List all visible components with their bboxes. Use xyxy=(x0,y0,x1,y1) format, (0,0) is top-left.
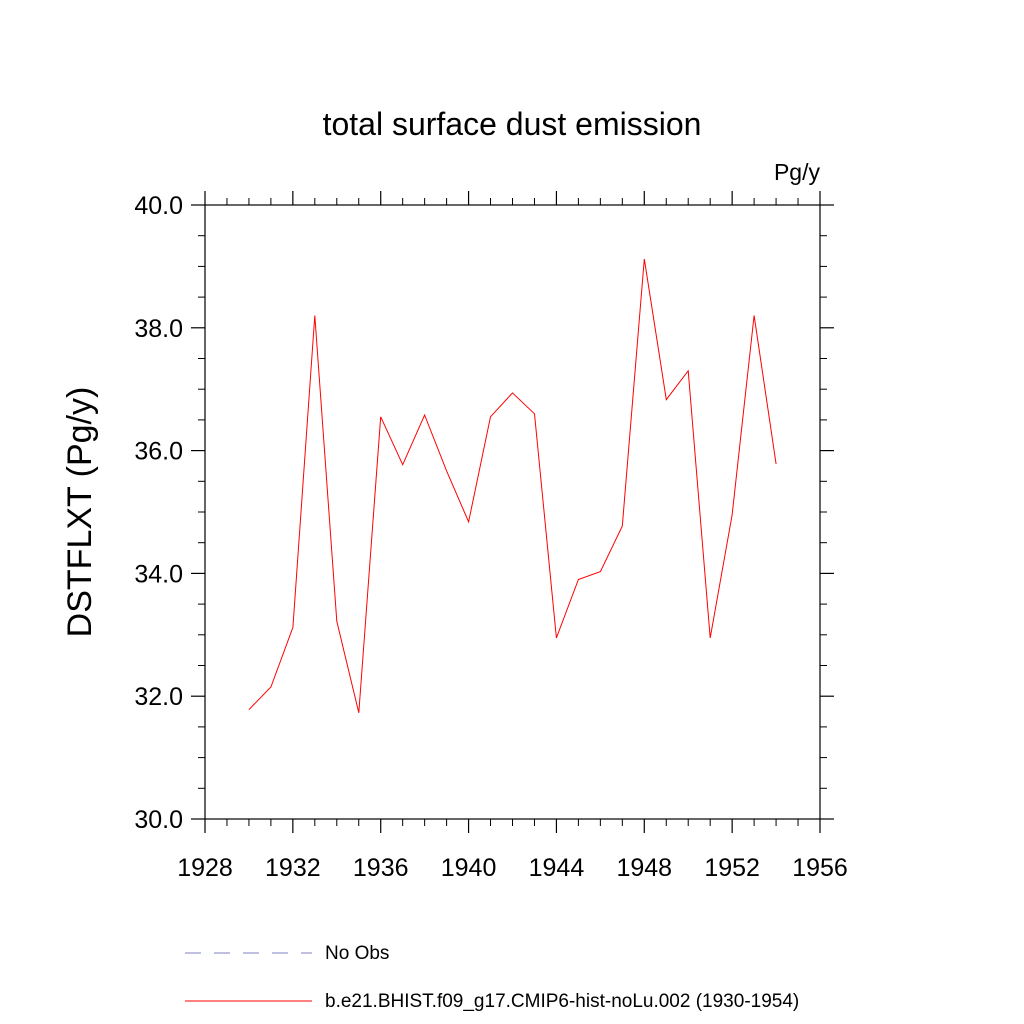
legend-label-no-obs: No Obs xyxy=(325,943,389,964)
y-axis-label: DSTFLXT (Pg/y) xyxy=(61,387,99,638)
plot-frame-group xyxy=(204,204,821,820)
x-tick-label: 1936 xyxy=(353,854,409,882)
series-line-0 xyxy=(248,258,777,713)
plot-frame xyxy=(204,204,821,820)
x-tick-label: 1944 xyxy=(529,854,585,882)
y-tick-label: 34.0 xyxy=(134,560,183,588)
x-tick-labels: 1928 1932 1936 1940 1944 1948 1952 1956 xyxy=(177,854,848,882)
y-tick-label: 30.0 xyxy=(134,806,183,834)
y-tick-labels: 30.0 32.0 34.0 36.0 38.0 40.0 xyxy=(134,192,183,834)
y-tick-label: 40.0 xyxy=(134,192,183,220)
x-tick-label: 1948 xyxy=(616,854,672,882)
y-tick-label: 36.0 xyxy=(134,438,183,466)
legend-label-series: b.e21.BHIST.f09_g17.CMIP6-hist-noLu.002 … xyxy=(325,991,799,1012)
units-label: Pg/y xyxy=(774,159,821,185)
x-tick-label: 1928 xyxy=(177,854,233,882)
x-tick-label: 1940 xyxy=(441,854,497,882)
x-tick-label: 1952 xyxy=(704,854,760,882)
legend: No Obs b.e21.BHIST.f09_g17.CMIP6-hist-no… xyxy=(185,943,799,1012)
series-group xyxy=(248,258,777,713)
y-tick-label: 32.0 xyxy=(134,683,183,711)
chart-title: total surface dust emission xyxy=(323,106,702,142)
x-tick-label: 1932 xyxy=(265,854,321,882)
axis-ticks xyxy=(191,191,834,833)
x-tick-label: 1956 xyxy=(792,854,848,882)
y-tick-label: 38.0 xyxy=(134,315,183,343)
